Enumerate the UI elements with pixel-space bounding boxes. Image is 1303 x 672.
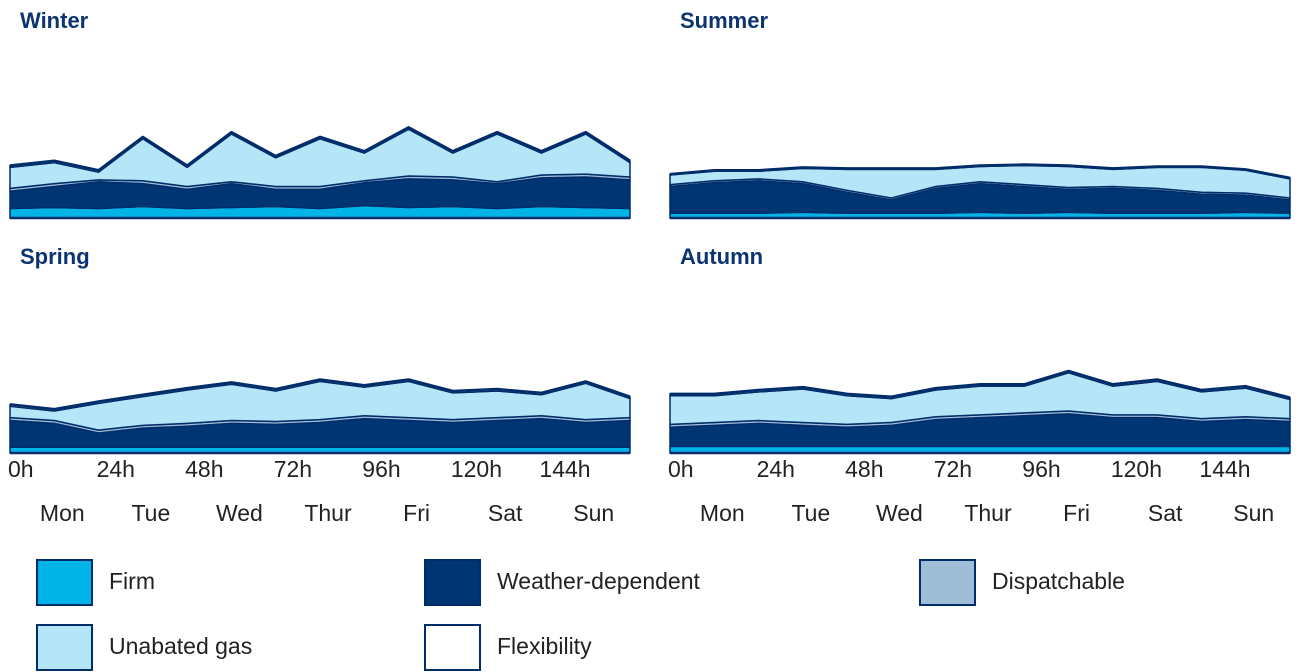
legend-swatch [424, 559, 481, 606]
x-tick-label: 24h [97, 456, 135, 482]
x-tick-label: 120h [1111, 456, 1162, 482]
legend-swatch [36, 559, 93, 606]
day-label: Wed [216, 500, 263, 526]
day-label: Mon [40, 500, 85, 526]
top-outline [669, 163, 1291, 180]
day-label: Sat [488, 500, 523, 526]
x-tick-label: 120h [451, 456, 502, 482]
x-tick-label: 0h [8, 456, 34, 482]
day-label: Thur [304, 500, 352, 526]
day-label: Tue [131, 500, 170, 526]
day-label: Thur [964, 500, 1012, 526]
panel-title: Spring [20, 244, 90, 269]
day-label: Sat [1148, 500, 1183, 526]
x-tick-label: 72h [274, 456, 312, 482]
day-label: Mon [700, 500, 745, 526]
legend-label: Dispatchable [992, 568, 1125, 594]
day-label: Fri [1063, 500, 1090, 526]
x-tick-label: 144h [539, 456, 590, 482]
day-label: Tue [791, 500, 830, 526]
legend-label: Unabated gas [109, 633, 252, 659]
x-tick-label: 48h [845, 456, 883, 482]
legend-swatch [36, 624, 93, 671]
panel-title: Winter [20, 8, 89, 33]
x-tick-label: 0h [668, 456, 694, 482]
x-tick-label: 96h [1022, 456, 1060, 482]
legend-label: Firm [109, 568, 155, 594]
x-tick-label: 144h [1199, 456, 1250, 482]
legend-swatch [424, 624, 481, 671]
day-label: Fri [403, 500, 430, 526]
x-tick-label: 72h [934, 456, 972, 482]
x-tick-label: 24h [757, 456, 795, 482]
legend-swatch [919, 559, 976, 606]
top-outline [9, 378, 631, 411]
top-outline [9, 126, 631, 172]
panel-title: Autumn [680, 244, 763, 269]
legend-label: Flexibility [497, 633, 592, 659]
day-label: Wed [876, 500, 923, 526]
panel-title: Summer [680, 8, 768, 33]
day-label: Sun [573, 500, 614, 526]
x-tick-label: 96h [362, 456, 400, 482]
day-label: Sun [1233, 500, 1274, 526]
legend-label: Weather-dependent [497, 568, 700, 594]
x-tick-label: 48h [185, 456, 223, 482]
top-outline [670, 369, 1291, 399]
